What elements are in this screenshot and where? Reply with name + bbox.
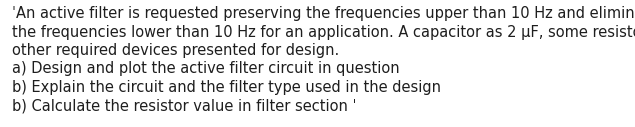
Text: the frequencies lower than 10 Hz for an application. A capacitor as 2 µF, some r: the frequencies lower than 10 Hz for an … <box>12 25 635 39</box>
Text: a) Design and plot the active filter circuit in question: a) Design and plot the active filter cir… <box>12 61 399 76</box>
Text: b) Calculate the resistor value in filter section ˈ: b) Calculate the resistor value in filte… <box>12 99 356 114</box>
Text: other required devices presented for design.: other required devices presented for des… <box>12 43 339 58</box>
Text: ˈAn active filter is requested preserving the frequencies upper than 10 Hz and e: ˈAn active filter is requested preservin… <box>12 6 635 21</box>
Text: b) Explain the circuit and the filter type used in the design: b) Explain the circuit and the filter ty… <box>12 80 441 95</box>
